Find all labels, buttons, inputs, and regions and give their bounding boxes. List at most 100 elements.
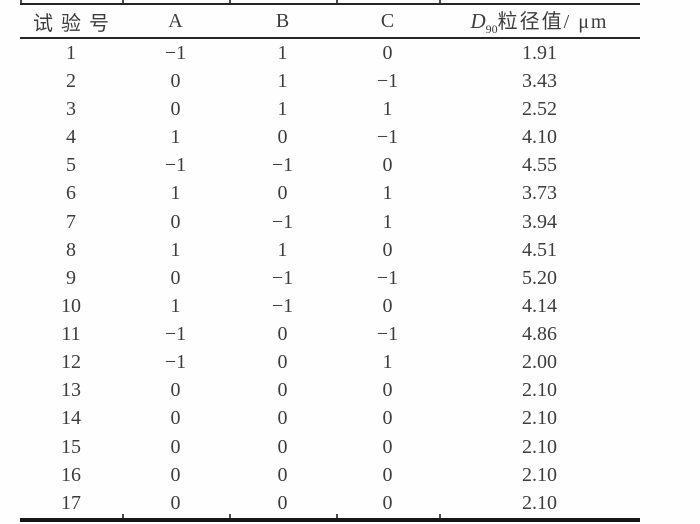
column-separator-tick <box>122 0 124 5</box>
cell-d90-value: 2.10 <box>522 407 557 430</box>
cell-run-number: 11 <box>61 323 81 346</box>
cell-factor-a: 1 <box>170 126 181 149</box>
cell-factor-c: 0 <box>382 435 393 458</box>
cell-d90-value: 5.20 <box>522 266 557 289</box>
table-row: 14 0 0 0 2.10 <box>20 405 640 433</box>
cell-d90-value: 2.10 <box>522 463 557 486</box>
cell-factor-c: −1 <box>376 69 399 92</box>
cell-run-number: 1 <box>66 41 76 64</box>
cell-run-number: 5 <box>66 154 76 177</box>
cell-d90-value: 4.10 <box>522 126 557 149</box>
cell-factor-b: 1 <box>277 238 288 261</box>
cell-run-number: 15 <box>61 435 81 458</box>
table-row: 17 0 0 0 2.10 <box>20 489 640 520</box>
table-row: 6 1 0 1 3.73 <box>20 180 640 208</box>
table-row: 5 −1 −1 0 4.55 <box>20 152 640 180</box>
experiment-design-table: 试验号 A B C D90粒径值/ μm 1 −1 1 0 1.91 2 0 1 −1 3.43 3… <box>20 3 640 522</box>
cell-factor-b: −1 <box>271 154 294 177</box>
col-header-run-number-label: 试验号 <box>33 12 117 35</box>
cell-run-number: 10 <box>61 294 81 317</box>
cell-factor-c: −1 <box>376 323 399 346</box>
cell-factor-c: 1 <box>382 182 393 205</box>
cell-run-number: 7 <box>66 210 76 233</box>
d90-unit-label: 粒径值/ μm <box>497 11 609 33</box>
col-header-factor-c: C <box>380 9 395 32</box>
cell-factor-b: 0 <box>277 126 288 149</box>
table-row: 9 0 −1 −1 5.20 <box>20 264 640 292</box>
cell-d90-value: 3.73 <box>522 182 557 205</box>
table-row: 4 1 0 −1 4.10 <box>20 124 640 152</box>
cell-factor-a: 0 <box>170 266 181 289</box>
cell-d90-value: 2.10 <box>522 379 557 402</box>
column-separator-tick <box>20 0 22 5</box>
cell-factor-a: −1 <box>164 351 187 374</box>
column-separator-tick <box>229 0 231 5</box>
cell-factor-b: 0 <box>277 492 288 515</box>
cell-factor-a: 1 <box>170 294 181 317</box>
table-row: 10 1 −1 0 4.14 <box>20 292 640 320</box>
cell-factor-b: 1 <box>277 41 288 64</box>
d90-subscript: 90 <box>485 22 498 36</box>
table-body: 1 −1 1 0 1.91 2 0 1 −1 3.43 3 0 1 1 2.52 4 1 0 −1 4.10 5 −1 −1… <box>20 38 640 520</box>
cell-d90-value: 4.55 <box>522 154 557 177</box>
col-header-factor-a: A <box>168 9 183 32</box>
table-row: 2 0 1 −1 3.43 <box>20 67 640 95</box>
column-separator-tick <box>439 0 441 5</box>
table-row: 3 0 1 1 2.52 <box>20 95 640 123</box>
table-row: 16 0 0 0 2.10 <box>20 461 640 489</box>
cell-factor-c: 0 <box>382 238 393 261</box>
cell-run-number: 16 <box>61 463 81 486</box>
column-separator-tick <box>336 0 338 5</box>
cell-factor-c: 0 <box>382 294 393 317</box>
table-row: 1 −1 1 0 1.91 <box>20 38 640 67</box>
cell-d90-value: 2.00 <box>522 351 557 374</box>
cell-run-number: 12 <box>61 351 81 374</box>
cell-factor-c: 0 <box>382 492 393 515</box>
cell-factor-c: −1 <box>376 126 399 149</box>
cell-d90-value: 3.94 <box>522 210 557 233</box>
column-separator-tick <box>336 514 338 519</box>
cell-factor-c: 1 <box>382 98 393 121</box>
cell-factor-b: 0 <box>277 323 288 346</box>
cell-d90-value: 2.10 <box>522 435 557 458</box>
cell-factor-a: 0 <box>170 407 181 430</box>
cell-factor-a: 0 <box>170 492 181 515</box>
cell-factor-a: −1 <box>164 323 187 346</box>
cell-run-number: 8 <box>66 238 76 261</box>
cell-factor-b: 0 <box>277 407 288 430</box>
cell-factor-b: 0 <box>277 182 288 205</box>
cell-factor-a: 1 <box>170 182 181 205</box>
cell-factor-b: −1 <box>271 266 294 289</box>
cell-factor-a: 0 <box>170 98 181 121</box>
cell-factor-a: 0 <box>170 463 181 486</box>
cell-factor-c: 0 <box>382 41 393 64</box>
d90-symbol: D <box>470 9 486 33</box>
cell-d90-value: 3.43 <box>522 69 557 92</box>
table-header-row: 试验号 A B C D90粒径值/ μm <box>20 4 640 38</box>
cell-factor-c: 0 <box>382 154 393 177</box>
cell-run-number: 9 <box>66 266 76 289</box>
cell-d90-value: 1.91 <box>522 41 557 64</box>
table-row: 11 −1 0 −1 4.86 <box>20 320 640 348</box>
cell-run-number: 13 <box>61 379 81 402</box>
cell-d90-value: 4.86 <box>522 323 557 346</box>
cell-factor-b: 0 <box>277 463 288 486</box>
cell-run-number: 4 <box>66 126 76 149</box>
table-row: 12 −1 0 1 2.00 <box>20 349 640 377</box>
cell-factor-b: 0 <box>277 435 288 458</box>
col-header-run-number: 试验号 <box>20 4 122 38</box>
cell-run-number: 6 <box>66 182 76 205</box>
column-separator-tick <box>229 514 231 519</box>
table-row: 13 0 0 0 2.10 <box>20 377 640 405</box>
cell-factor-a: 0 <box>170 69 181 92</box>
cell-factor-c: −1 <box>376 266 399 289</box>
cell-factor-b: 1 <box>277 69 288 92</box>
table-row: 7 0 −1 1 3.94 <box>20 208 640 236</box>
cell-d90-value: 4.14 <box>522 294 557 317</box>
cell-factor-b: 0 <box>277 351 288 374</box>
cell-factor-c: 1 <box>382 210 393 233</box>
cell-factor-a: 0 <box>170 379 181 402</box>
cell-d90-value: 2.10 <box>522 492 557 515</box>
column-separator-tick <box>439 514 441 519</box>
cell-factor-a: 0 <box>170 435 181 458</box>
